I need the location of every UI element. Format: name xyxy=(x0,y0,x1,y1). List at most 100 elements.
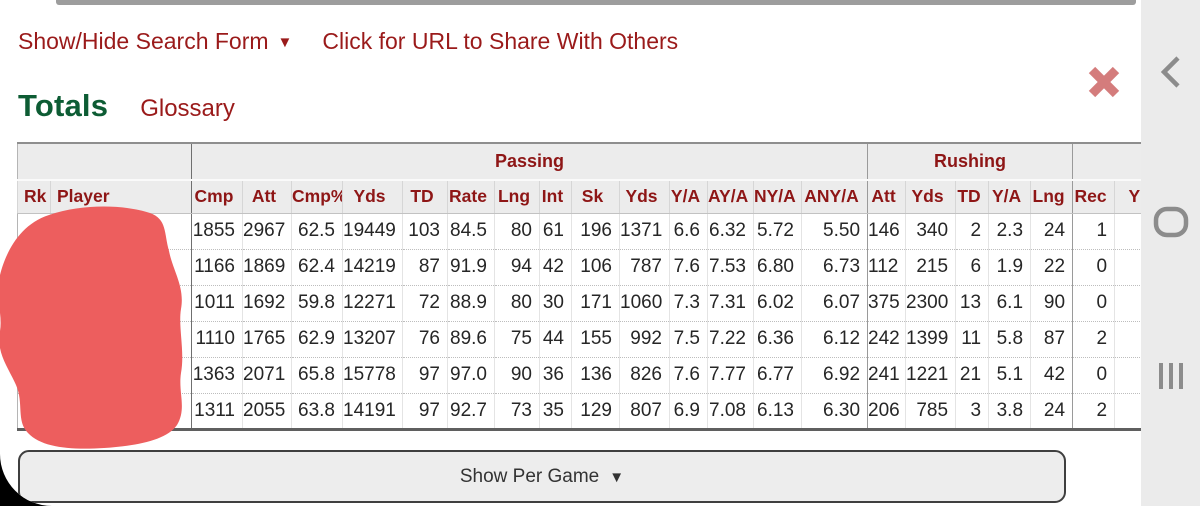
column-header-lng-20[interactable]: Lng xyxy=(1030,180,1073,214)
table-cell: 2300 xyxy=(905,284,956,321)
column-header-cmp--4[interactable]: Cmp% xyxy=(291,180,343,214)
table-cell: 0 xyxy=(1072,284,1115,321)
table-cell: 7.22 xyxy=(707,320,754,357)
column-header-y-22[interactable]: Y xyxy=(1114,180,1141,214)
column-header-att-3[interactable]: Att xyxy=(242,180,292,214)
recents-lines-icon xyxy=(1158,363,1183,389)
table-cell: 42 xyxy=(1030,356,1073,393)
column-header-any-a-15[interactable]: ANY/A xyxy=(800,180,868,214)
table-cell xyxy=(17,356,51,393)
table-row: 1363 2071 65.8 15778 97 97.0 90 36 136 826 7.6 7.77… xyxy=(17,356,1141,393)
table-cell: 59.8 xyxy=(291,284,343,321)
column-header-sk-10[interactable]: Sk xyxy=(571,180,620,214)
table-cell: 2967 xyxy=(242,212,292,249)
share-url-link[interactable]: Click for URL to Share With Others xyxy=(322,27,679,54)
table-cell: 61 xyxy=(539,212,572,249)
table-cell xyxy=(50,392,192,429)
glossary-link[interactable]: Glossary xyxy=(140,95,235,122)
column-header-rk-0[interactable]: Rk xyxy=(17,180,51,214)
table-cell: 6.12 xyxy=(800,320,868,357)
table-cell: 6.9 xyxy=(669,392,708,429)
table-cell: 106 xyxy=(571,248,620,285)
table-cell: 1371 xyxy=(619,212,670,249)
table-cell: 103 xyxy=(402,212,448,249)
table-cell: 1011 xyxy=(191,284,243,321)
table-cell: 14219 xyxy=(342,248,403,285)
table-cell: 42 xyxy=(539,248,572,285)
column-header-td-18[interactable]: TD xyxy=(955,180,989,214)
show-per-game-label: Show Per Game xyxy=(459,465,600,487)
table-cell: 24 xyxy=(1030,212,1073,249)
table-cell: 97.0 xyxy=(447,356,495,393)
heading: Totals Glossary xyxy=(18,88,235,124)
column-header-lng-8[interactable]: Lng xyxy=(494,180,540,214)
table-cell: 7.5 xyxy=(669,320,708,357)
table-cell: 1311 xyxy=(191,392,243,429)
table-cell: 90 xyxy=(494,356,540,393)
table-cell: 6.1 xyxy=(988,284,1031,321)
table-cell xyxy=(1114,392,1141,429)
column-header-rate-7[interactable]: Rate xyxy=(447,180,495,214)
table-cell: 1765 xyxy=(242,320,292,357)
table-cell: 241 xyxy=(867,356,906,393)
table-cell: 6.73 xyxy=(800,248,868,285)
column-header-att-16[interactable]: Att xyxy=(867,180,906,214)
nav-home-button[interactable] xyxy=(1141,192,1200,252)
toolbar: Show/Hide Search Form ▼ Click for URL to… xyxy=(18,24,1118,58)
table-cell: 36 xyxy=(539,356,572,393)
table-cell: 2055 xyxy=(242,392,292,429)
column-header-yds-17[interactable]: Yds xyxy=(905,180,956,214)
table-cell: 2 xyxy=(1072,320,1115,357)
table-cell: 6.6 xyxy=(669,212,708,249)
group-header-rushing: Rushing xyxy=(867,143,1073,181)
table-cell: 44 xyxy=(539,320,572,357)
table-cell: 6.32 xyxy=(707,212,754,249)
table-cell: 1.9 xyxy=(988,248,1031,285)
column-header-yds-5[interactable]: Yds xyxy=(342,180,403,214)
table-cell: 7.53 xyxy=(707,248,754,285)
column-header-y-a-12[interactable]: Y/A xyxy=(669,180,708,214)
table-cell: 1869 xyxy=(242,248,292,285)
column-header-yds-11[interactable]: Yds xyxy=(619,180,670,214)
nav-recents-button[interactable] xyxy=(1141,346,1200,406)
column-header-rec-21[interactable]: Rec xyxy=(1072,180,1115,214)
table-cell xyxy=(1114,356,1141,393)
table-cell: 1 xyxy=(1072,212,1115,249)
table-cell: 340 xyxy=(905,212,956,249)
table-cell: 6.07 xyxy=(800,284,868,321)
table-row: 1311 2055 63.8 14191 97 92.7 73 35 129 807 6.9 7.08… xyxy=(17,392,1141,429)
stats-table-container: Passing Rushing Rk Player Cmp Att Cmp% Yds TD Rat… xyxy=(17,142,1141,432)
table-cell: 206 xyxy=(867,392,906,429)
column-header-td-6[interactable]: TD xyxy=(402,180,448,214)
table-cell: 6.02 xyxy=(753,284,802,321)
table-cell xyxy=(1114,212,1141,249)
nav-back-button[interactable] xyxy=(1141,42,1200,102)
table-cell: 2.3 xyxy=(988,212,1031,249)
table-cell: 6.36 xyxy=(753,320,802,357)
column-header-cmp-2[interactable]: Cmp xyxy=(191,180,243,214)
table-cell: 6 xyxy=(955,248,989,285)
show-per-game-button[interactable]: Show Per Game ▼ xyxy=(18,450,1066,503)
table-cell: 21 xyxy=(955,356,989,393)
table-row: 1011 1692 59.8 12271 72 88.9 80 30 171 1060 7.3 7.3… xyxy=(17,284,1141,321)
column-header-y-a-19[interactable]: Y/A xyxy=(988,180,1031,214)
table-cell: 129 xyxy=(571,392,620,429)
table-cell: 6.77 xyxy=(753,356,802,393)
column-header-int-9[interactable]: Int xyxy=(539,180,572,214)
group-header-passing: Passing xyxy=(190,143,868,181)
table-row: 1855 2967 62.5 19449 103 84.5 80 61 196 1371 6.6 6.… xyxy=(17,212,1141,249)
table-cell: 785 xyxy=(905,392,956,429)
table-cell: 11 xyxy=(955,320,989,357)
column-header-ny-a-14[interactable]: NY/A xyxy=(753,180,802,214)
column-header-player-1[interactable]: Player xyxy=(50,180,192,214)
group-header-blank xyxy=(1072,143,1141,181)
table-cell: 19449 xyxy=(342,212,403,249)
show-hide-search-form-link[interactable]: Show/Hide Search Form ▼ xyxy=(18,28,292,55)
x-close-icon xyxy=(1088,66,1120,98)
table-cell: 136 xyxy=(571,356,620,393)
column-header-ay-a-13[interactable]: AY/A xyxy=(707,180,754,214)
table-cell: 97 xyxy=(402,392,448,429)
close-icon[interactable] xyxy=(1082,60,1126,104)
table-cell: 0 xyxy=(1072,356,1115,393)
